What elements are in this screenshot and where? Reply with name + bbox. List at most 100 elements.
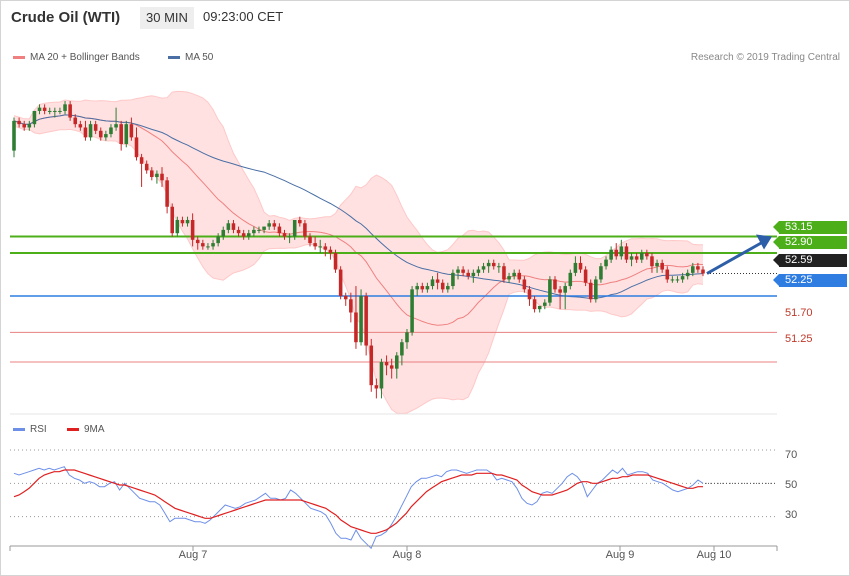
ma50-swatch <box>168 55 180 59</box>
candle-body <box>696 266 700 270</box>
candle-body <box>17 120 21 125</box>
candle-body <box>155 173 159 178</box>
bollinger-upper-line <box>13 90 703 261</box>
timeframe-button[interactable]: 30 MIN <box>140 7 194 29</box>
candle-body <box>78 124 83 128</box>
candle-body <box>262 226 266 230</box>
candle-body <box>389 365 394 369</box>
x-label-aug10: Aug 10 <box>696 549 732 561</box>
candle-body <box>604 259 608 267</box>
candle-body <box>420 286 425 290</box>
legend-rsi-label: RSI <box>30 424 47 435</box>
pivot-tag: 52.25 <box>773 274 847 287</box>
legend-rsi-ma: 9MA <box>67 424 105 435</box>
ma20-swatch <box>13 55 25 59</box>
candle-body <box>609 249 613 260</box>
candle-body <box>318 246 323 248</box>
candle-body <box>491 262 496 267</box>
candle-body <box>522 279 527 290</box>
rsi-line <box>13 466 704 550</box>
candle-body <box>639 253 644 260</box>
candle-body <box>160 173 164 181</box>
x-label-aug9: Aug 9 <box>605 549 635 561</box>
candle-body <box>670 279 675 281</box>
rsi-ma-line <box>13 469 703 534</box>
candle-body <box>563 286 567 293</box>
candle-body <box>73 117 78 125</box>
candle-body <box>537 305 542 310</box>
candle-body <box>614 249 619 257</box>
candle-body <box>298 219 302 224</box>
candle-body <box>236 229 241 234</box>
candle-body <box>349 299 353 313</box>
candle-body <box>578 262 583 270</box>
candle-body <box>201 243 205 247</box>
candle-body <box>98 130 103 138</box>
candle-body <box>435 279 440 283</box>
legend-ma20-label: MA 20 + Bollinger Bands <box>30 52 140 63</box>
candle-body <box>369 345 374 386</box>
candle-body <box>303 223 307 237</box>
candle-body <box>343 295 348 300</box>
x-label-aug7: Aug 7 <box>178 549 208 561</box>
candle-body <box>394 355 399 369</box>
candle-body <box>308 236 312 244</box>
rsi-tick-30: 30 <box>785 509 798 521</box>
candle-body <box>139 157 144 164</box>
candle-body <box>32 110 37 125</box>
candle-body <box>400 342 404 356</box>
candle-body <box>599 266 603 280</box>
candle-body <box>221 229 226 237</box>
candle-body <box>175 219 180 234</box>
legend-rsi: RSI <box>13 424 47 435</box>
candle-body <box>481 266 486 270</box>
candle-body <box>430 279 435 287</box>
candle-body <box>104 134 108 138</box>
candle-body <box>665 269 670 280</box>
candle-body <box>650 256 654 267</box>
rsi-ma-swatch <box>67 427 79 431</box>
candle-body <box>466 272 471 277</box>
forecast-arrow-shaft <box>706 241 763 275</box>
candle-body <box>129 124 134 138</box>
candle-body <box>333 253 338 270</box>
candle-body <box>272 223 277 227</box>
candle-body <box>588 282 593 300</box>
legend-rsi-ma-label: 9MA <box>84 424 105 435</box>
candle-body <box>542 302 547 306</box>
current-price-tag: 52.59 <box>773 254 847 267</box>
candle-body <box>624 246 629 260</box>
candle-body <box>451 272 455 287</box>
candle-body <box>685 272 690 277</box>
candle-body <box>165 180 169 207</box>
candle-body <box>37 107 42 111</box>
candle-body <box>502 266 506 280</box>
candle-body <box>446 286 450 290</box>
candle-body <box>63 104 67 111</box>
candle-body <box>27 124 32 128</box>
candle-body <box>461 269 465 273</box>
candle-body <box>486 262 491 267</box>
candle-body <box>374 385 379 389</box>
candle-body <box>691 266 695 273</box>
candle-body <box>119 124 123 144</box>
candle-body <box>379 362 384 389</box>
candle-body <box>583 269 588 283</box>
candle-body <box>257 229 261 231</box>
candle-body <box>415 286 419 290</box>
candle-body <box>323 246 328 250</box>
candle-body <box>634 256 639 260</box>
candle-body <box>497 266 501 268</box>
candle-body <box>252 229 256 234</box>
candle-body <box>675 279 680 281</box>
candle-body <box>88 124 93 138</box>
candle-body <box>410 289 414 333</box>
candle-body <box>619 246 624 257</box>
candle-body <box>384 362 389 366</box>
candle-body <box>645 253 649 257</box>
candle-body <box>425 286 430 290</box>
candle-body <box>216 236 220 244</box>
candle-body <box>150 170 154 178</box>
candle-body <box>12 120 16 151</box>
